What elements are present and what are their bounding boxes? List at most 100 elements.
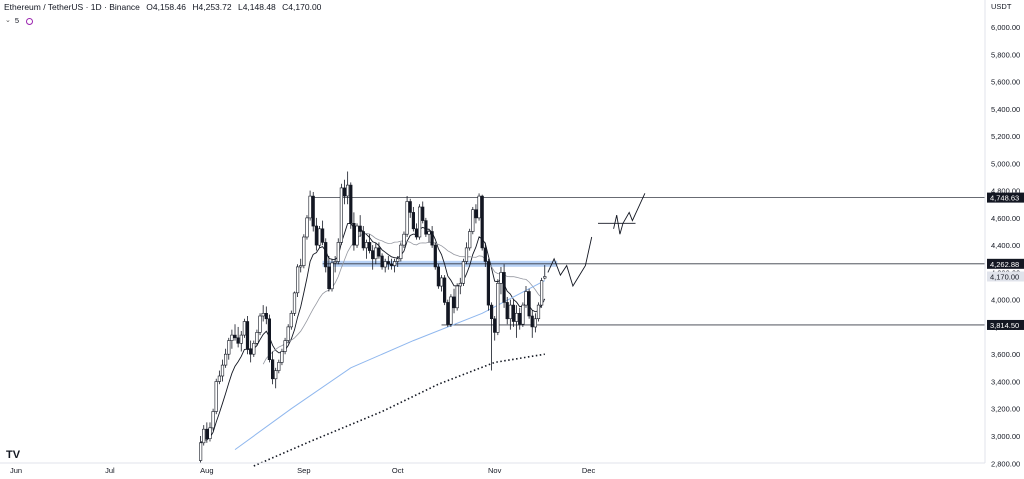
candle <box>336 242 340 262</box>
price-label: 4,262.88 <box>990 260 1019 269</box>
price-label: 4,748.63 <box>990 194 1019 203</box>
candle <box>220 364 225 377</box>
time-tick-label: Nov <box>488 466 502 475</box>
time-tick-label: Oct <box>392 466 405 475</box>
candle <box>436 266 441 287</box>
candle <box>270 359 275 380</box>
price-label-box <box>987 258 1024 269</box>
candle <box>530 315 534 328</box>
price-label-box <box>987 319 1024 330</box>
candle <box>358 225 362 232</box>
candle <box>314 225 319 246</box>
candle <box>502 272 506 303</box>
projection-path <box>547 236 593 288</box>
candle <box>342 187 347 197</box>
candle <box>352 223 356 246</box>
candle <box>514 312 519 322</box>
candle <box>261 312 265 317</box>
price-tick-label: 5,000.00 <box>991 159 1020 168</box>
candle <box>386 261 390 265</box>
candle <box>402 233 406 246</box>
candle <box>518 312 522 325</box>
candle <box>474 209 478 219</box>
candle <box>205 428 209 440</box>
candle <box>327 266 331 289</box>
price-tick-label: 5,200.00 <box>991 132 1020 141</box>
candle <box>374 247 378 260</box>
candle <box>333 261 337 264</box>
candle <box>320 228 325 243</box>
candle <box>286 326 290 341</box>
candle <box>255 332 259 344</box>
candle <box>274 370 278 380</box>
time-tick-label: Sep <box>297 466 310 475</box>
price-label-box <box>987 192 1024 203</box>
candle <box>264 312 268 320</box>
indicator-toggle-row[interactable]: ⌄ 5 <box>5 15 34 27</box>
candle <box>295 266 300 294</box>
candle <box>527 291 531 317</box>
price-label: 3,814.50 <box>990 321 1019 330</box>
candle <box>289 312 293 328</box>
indicator-count: 5 <box>14 16 20 25</box>
time-tick-label: Jul <box>105 466 115 475</box>
candle <box>383 261 387 268</box>
price-tick-label: 4,000.00 <box>991 296 1020 305</box>
candle <box>461 261 466 284</box>
candle <box>521 304 525 325</box>
price-tick-label: 2,800.00 <box>991 459 1020 468</box>
candle <box>496 282 500 333</box>
candle <box>258 315 262 333</box>
price-label: 4,170.00 <box>990 272 1019 281</box>
candle <box>424 220 428 235</box>
candle <box>224 353 228 366</box>
candle <box>345 184 350 197</box>
candle <box>214 381 218 412</box>
candle <box>511 304 516 322</box>
candle <box>377 247 381 257</box>
candle <box>392 261 397 266</box>
candle <box>292 292 297 314</box>
candle <box>199 442 203 461</box>
candle <box>277 362 281 371</box>
candle <box>405 201 409 235</box>
candle <box>242 321 247 336</box>
candle <box>349 184 353 224</box>
candle <box>464 247 469 262</box>
candle <box>367 242 372 251</box>
candle <box>533 318 537 328</box>
symbol-title[interactable]: Ethereum / TetherUS · 1D · Binance <box>4 2 140 12</box>
price-tick-label: 5,400.00 <box>991 105 1020 114</box>
candle <box>389 263 394 266</box>
candle <box>449 296 453 325</box>
candle <box>380 255 384 268</box>
chevron-down-icon[interactable]: ⌄ <box>5 17 11 24</box>
candle <box>267 318 272 360</box>
candle <box>446 302 450 325</box>
ema-fast-line <box>200 223 546 444</box>
candle <box>227 340 231 355</box>
chart-header: Ethereum / TetherUS · 1D · Binance O4,15… <box>4 0 325 14</box>
time-tick-label: Dec <box>582 466 596 475</box>
candle <box>508 304 512 320</box>
open-value: O4,158.46 <box>146 2 186 12</box>
close-value: C4,170.00 <box>282 2 322 12</box>
candle <box>442 277 447 303</box>
candle <box>439 277 444 287</box>
price-tick-label: 6,000.00 <box>991 23 1020 32</box>
tradingview-logo: TV <box>6 449 21 461</box>
candle <box>433 244 437 268</box>
price-tick-label: 4,400.00 <box>991 241 1020 250</box>
candle <box>396 258 400 262</box>
time-tick-label: Jun <box>10 466 22 475</box>
candle <box>236 337 240 344</box>
price-tick-label: 3,600.00 <box>991 350 1020 359</box>
candle <box>499 272 503 284</box>
candle <box>524 291 528 306</box>
candle <box>317 228 322 246</box>
candle <box>417 206 422 238</box>
circle-icon[interactable] <box>26 17 34 25</box>
candle <box>486 261 491 306</box>
projection-path-upper <box>613 193 646 235</box>
